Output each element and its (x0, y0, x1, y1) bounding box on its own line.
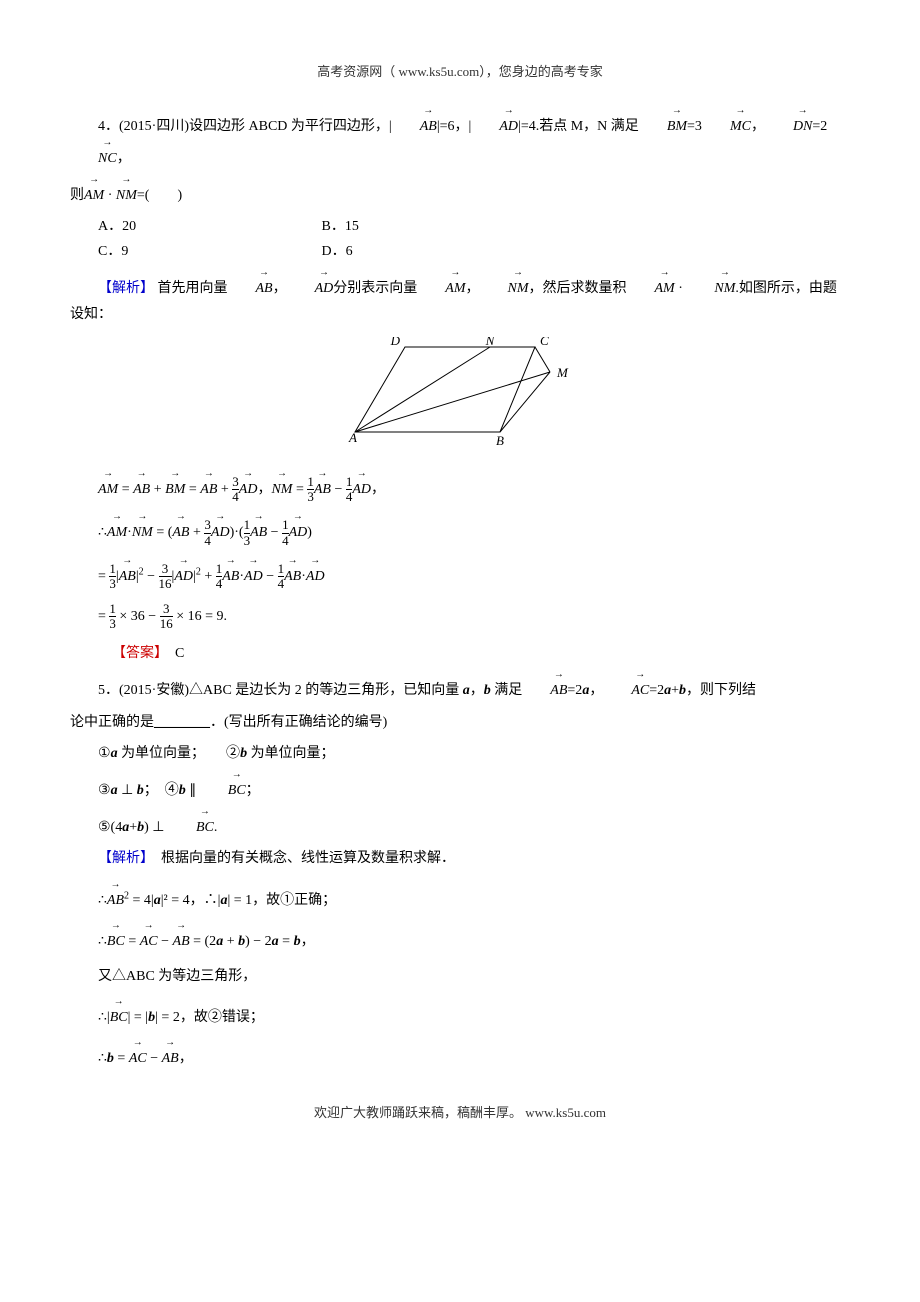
analysis-label: 【解析】 (98, 851, 147, 866)
q5-c5: ⑤(4a+b) ⊥ BC. (70, 809, 850, 840)
q5-s5: ∴b = AC − AB， (70, 1040, 850, 1071)
svg-text:B: B (496, 433, 504, 447)
q4-opts-row1: A．20 B．15 (70, 214, 850, 239)
q5-s4: ∴|BC| = |b| = 2，故②错误； (70, 999, 850, 1030)
q5-c34: ③a ⊥ b； ④b ∥ BC； (70, 772, 850, 803)
q4-opt-d: D．6 (322, 239, 542, 264)
q4-eq4: = 13 × 36 − 316 × 16 = 9. (70, 602, 850, 632)
q4-opt-c: C．9 (98, 239, 318, 264)
q4-eq1: AM = AB + BM = AB + 34AD，NM = 13AB − 14A… (70, 471, 850, 505)
page-header: 高考资源网（ www.ks5u.com），您身边的高考专家 (70, 60, 850, 83)
q5-s1: ∴AB2 = 4|a|² = 4，∴|a| = 1，故①正确； (70, 882, 850, 913)
q4-opt-b: B．15 (322, 214, 542, 239)
q4-eq3: = 13|AB|2 − 316|AD|2 + 14AB·AD − 14AB·AD (70, 558, 850, 592)
analysis-label: 【解析】 (98, 281, 154, 296)
svg-text:M: M (556, 365, 569, 380)
q4-answer: 【答案】 C (70, 641, 850, 666)
answer-label: 【答案】 (112, 646, 161, 661)
svg-text:C: C (540, 337, 549, 348)
svg-text:A: A (348, 430, 357, 445)
svg-text:D: D (390, 337, 401, 348)
q5-c12: ①a 为单位向量； ②b 为单位向量； (70, 741, 850, 766)
q5-s3: 又△ABC 为等边三角形， (70, 964, 850, 989)
svg-text:N: N (485, 337, 496, 348)
q4-line1: 4．(2015·四川)设四边形 ABCD 为平行四边形，|AB|=6，|AD|=… (70, 108, 850, 170)
q5-line2: 论中正确的是________．(写出所有正确结论的编号) (70, 710, 850, 735)
page-footer: 欢迎广大教师踊跃来稿，稿酬丰厚。 www.ks5u.com (70, 1101, 850, 1124)
q4-line2: 则AM · NM=( ) (70, 177, 850, 208)
q4-eq2: ∴AM·NM = (AB + 34AD)·(13AB − 14AD) (70, 514, 850, 548)
q4-opt-a: A．20 (98, 214, 318, 239)
q4-analysis: 【解析】 首先用向量AB，AD分别表示向量AM，NM，然后求数量积AM · NM… (70, 270, 850, 326)
q5-line1: 5．(2015·安徽)△ABC 是边长为 2 的等边三角形，已知向量 a，b 满… (70, 672, 850, 703)
q5-s2: ∴BC = AC − AB = (2a + b) − 2a = b， (70, 923, 850, 954)
q4-opts-row2: C．9 D．6 (70, 239, 850, 264)
q5-analysis: 【解析】 根据向量的有关概念、线性运算及数量积求解． (70, 846, 850, 871)
q4-diagram: D N C M A B (70, 337, 850, 456)
